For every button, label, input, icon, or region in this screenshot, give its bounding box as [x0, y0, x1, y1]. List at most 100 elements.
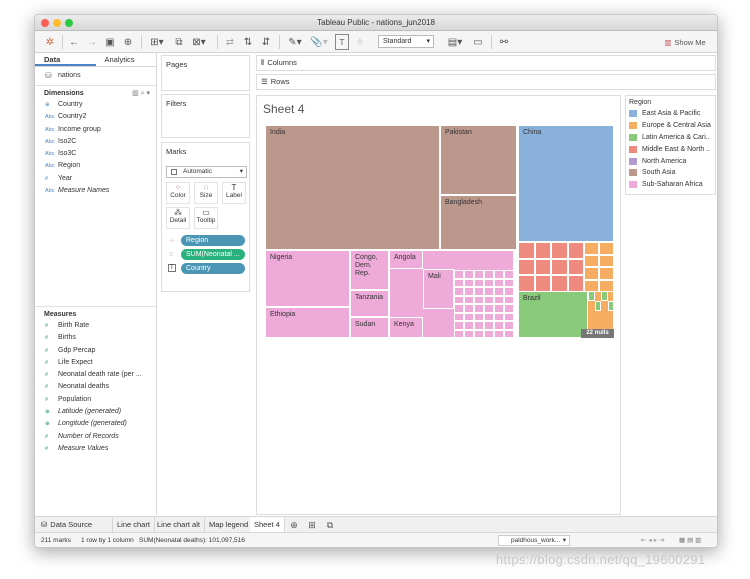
treemap-small-cell[interactable] [494, 312, 504, 321]
tab-analytics[interactable]: Analytics [104, 55, 135, 64]
tab-map-legend[interactable]: Map legend [205, 517, 254, 533]
treemap-small-cell[interactable] [504, 312, 514, 321]
treemap-small-cell[interactable] [551, 275, 568, 292]
columns-shelf[interactable]: ⦀ Columns [256, 55, 716, 71]
treemap-small-cell[interactable] [518, 275, 535, 292]
save-icon[interactable]: ▣ [105, 36, 115, 48]
measure-field[interactable]: # Birth Rate [35, 320, 156, 332]
legend-item[interactable]: Sub-Saharan Africa [626, 179, 715, 191]
treemap-small-cell[interactable] [454, 270, 464, 279]
new-story-icon[interactable]: ⧉ [326, 519, 334, 530]
treemap-small-cell[interactable] [494, 304, 504, 313]
color-button[interactable]: ⁘ Color [166, 182, 190, 204]
measure-field[interactable]: ⊕ Latitude (generated) [35, 406, 156, 418]
detail-button[interactable]: ⁂ Detail [166, 207, 190, 229]
tab-line-chart-alt[interactable]: Line chart alt [153, 517, 205, 533]
device-preview-icon[interactable]: ▭ [473, 36, 483, 48]
treemap-small-cell[interactable] [454, 287, 464, 296]
tableau-logo-icon[interactable]: ✲ [45, 36, 55, 48]
tab-data[interactable]: Data [35, 53, 96, 66]
new-datasource-icon[interactable]: ⊕ [123, 36, 133, 48]
treemap-small-cell[interactable] [494, 329, 504, 338]
treemap-small-cell[interactable] [474, 295, 484, 304]
treemap-small-cell[interactable] [599, 267, 614, 280]
treemap-tile[interactable]: Bangladesh [440, 195, 517, 250]
treemap-tile[interactable]: Ethiopia [265, 307, 350, 338]
treemap-tile[interactable]: Kenya [389, 317, 423, 338]
treemap-small-cell[interactable] [504, 270, 514, 279]
dimensions-view-icons[interactable]: ▥ ⌕ ▾ [132, 90, 150, 97]
measure-field[interactable]: # Neonatal death rate (per ... [35, 369, 156, 381]
treemap-small-cell[interactable] [494, 321, 504, 330]
dimension-field[interactable]: Abc Iso2C [35, 136, 156, 148]
legend-item[interactable]: Middle East & North .. [626, 143, 715, 155]
dimension-field[interactable]: Abc Income group [35, 124, 156, 136]
treemap-small-cell[interactable] [599, 242, 614, 255]
treemap-small-cell[interactable] [551, 258, 568, 276]
neonatal-sum-pill[interactable]: SUM(Neonatal ... [181, 249, 245, 260]
size-button[interactable]: ◌ Size [194, 182, 218, 204]
measure-field[interactable]: # Measure Values [35, 443, 156, 455]
treemap-small-cell[interactable] [584, 254, 599, 267]
measure-field[interactable]: # Births [35, 332, 156, 344]
treemap-tile[interactable]: Mali [423, 269, 454, 309]
label-button[interactable]: T Label [222, 182, 246, 204]
tab-data-source[interactable]: ⛁ Data Source [35, 517, 113, 533]
measure-field[interactable]: # Population [35, 394, 156, 406]
clear-sheet-icon[interactable]: ⊠▾ [192, 36, 206, 48]
treemap-small-cell[interactable] [599, 254, 614, 267]
mark-type-select[interactable]: Automatic ▾ [166, 166, 247, 178]
treemap-small-cell[interactable] [504, 321, 514, 330]
treemap-small-cell[interactable] [504, 287, 514, 296]
treemap-small-cell[interactable] [474, 287, 484, 296]
legend-item[interactable]: South Asia [626, 167, 715, 179]
treemap-tile[interactable]: Congo, Dem. Rep. [350, 250, 389, 290]
treemap-tile[interactable]: Nigeria [265, 250, 350, 307]
view-mode-icons[interactable]: ▦▤▥ [679, 537, 704, 544]
treemap-small-cell[interactable] [484, 278, 494, 287]
minimize-window-button[interactable] [53, 19, 61, 27]
close-window-button[interactable] [41, 19, 49, 27]
treemap-small-cell[interactable] [494, 278, 504, 287]
treemap-small-cell[interactable] [567, 258, 584, 276]
treemap-small-cell[interactable] [567, 275, 584, 292]
dimension-field[interactable]: Abc Region [35, 160, 156, 172]
measure-field[interactable]: # Number of Records [35, 431, 156, 443]
new-dashboard-icon[interactable]: ⊞ [308, 519, 316, 530]
treemap-small-cell[interactable] [464, 329, 474, 338]
treemap-tile[interactable]: Sudan [350, 317, 389, 338]
treemap-small-cell[interactable] [464, 304, 474, 313]
new-sheet-icon[interactable]: ⊞▾ [150, 36, 164, 48]
treemap-small-cell[interactable] [584, 267, 599, 280]
treemap-small-cell[interactable] [464, 295, 474, 304]
treemap-tile[interactable]: China [518, 125, 614, 242]
treemap-tile[interactable]: Pakistan [440, 125, 517, 195]
treemap-small-cell[interactable] [464, 278, 474, 287]
treemap-small-cell[interactable] [594, 301, 601, 311]
treemap-small-cell[interactable] [464, 321, 474, 330]
new-worksheet-icon[interactable]: ⊕ [290, 519, 298, 530]
dimension-field[interactable]: # Year [35, 173, 156, 185]
pin-icon[interactable]: ✧ [355, 36, 365, 48]
treemap-small-cell[interactable] [567, 242, 584, 259]
tab-sheet-4[interactable]: Sheet 4 [250, 517, 285, 533]
treemap-small-cell[interactable] [504, 329, 514, 338]
treemap-small-cell[interactable] [584, 242, 599, 255]
zoom-window-button[interactable] [65, 19, 73, 27]
legend-item[interactable]: East Asia & Pacific [626, 108, 715, 120]
redo-icon[interactable]: → [87, 36, 97, 48]
treemap-small-cell[interactable] [454, 312, 464, 321]
treemap-small-cell[interactable] [484, 312, 494, 321]
measure-field[interactable]: # Neonatal deaths [35, 381, 156, 393]
treemap-small-cell[interactable] [484, 270, 494, 279]
treemap-small-cell[interactable] [534, 242, 551, 259]
treemap-small-cell[interactable] [484, 287, 494, 296]
treemap-small-cell[interactable] [607, 301, 614, 311]
measure-field[interactable]: # Gdp Percap [35, 345, 156, 357]
user-menu[interactable]: paldhous_work... ▾ [498, 535, 570, 546]
treemap-small-cell[interactable] [504, 304, 514, 313]
duplicate-sheet-icon[interactable]: ⧉ [175, 36, 183, 48]
rows-shelf[interactable]: ☰ Rows [256, 74, 716, 90]
treemap-small-cell[interactable] [454, 329, 464, 338]
treemap-small-cell[interactable] [551, 242, 568, 259]
